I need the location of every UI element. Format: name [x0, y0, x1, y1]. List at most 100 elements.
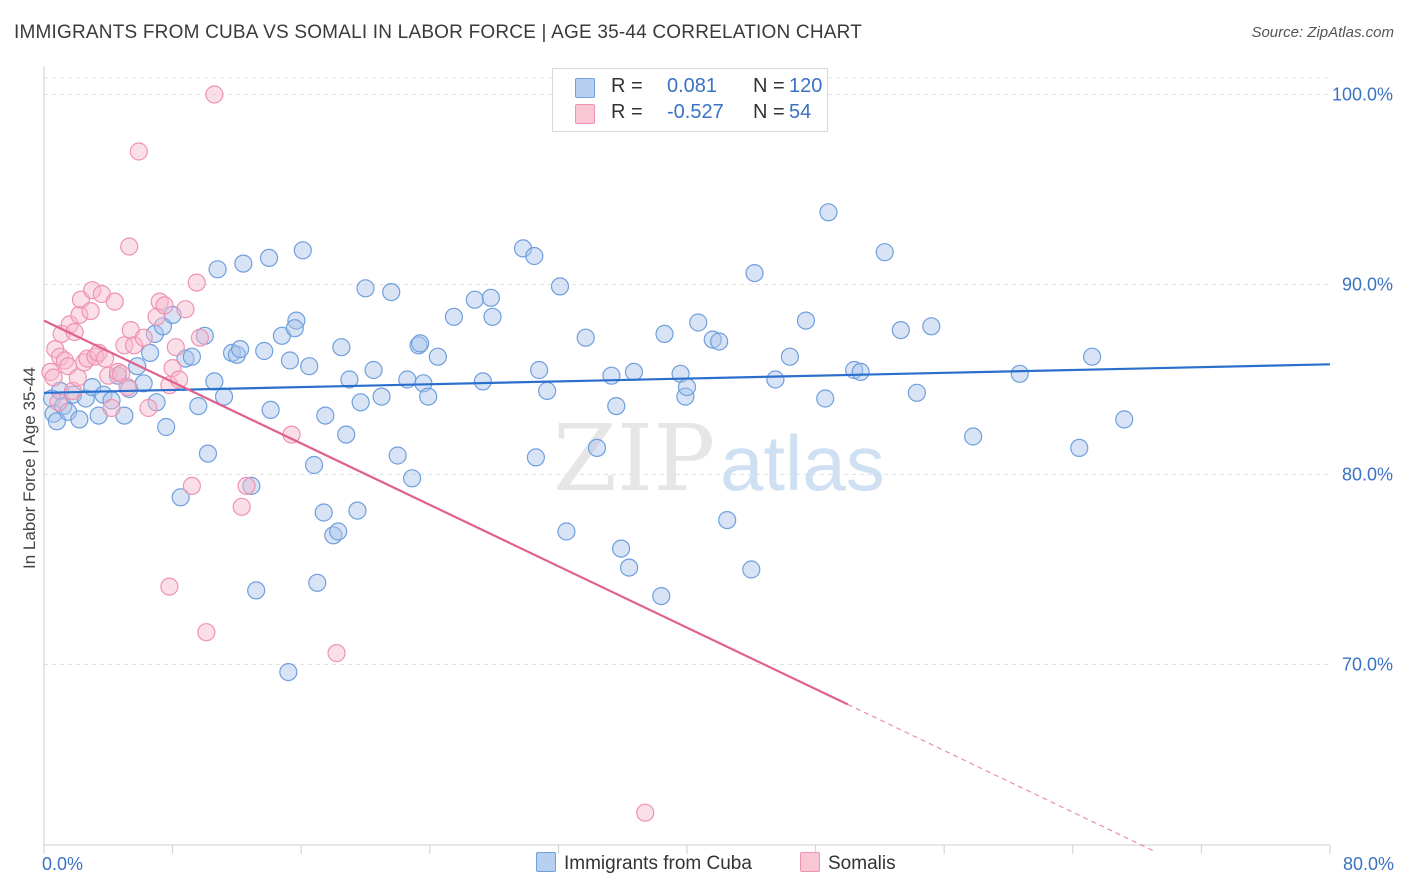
- cuba-point: [279, 662, 298, 682]
- chart-title: IMMIGRANTS FROM CUBA VS SOMALI IN LABOR …: [14, 22, 862, 43]
- legend-n-value: 120: [789, 75, 823, 97]
- cuba-point: [182, 347, 201, 366]
- cuba-point: [419, 387, 438, 406]
- somali-point: [166, 338, 185, 357]
- correlation-legend: R = 0.081 N = 120 R = -0.527 N = 54: [552, 68, 828, 132]
- somali-point: [120, 237, 139, 256]
- cuba-point: [255, 341, 274, 361]
- somali-point: [327, 643, 346, 663]
- cuba-point: [261, 400, 280, 419]
- cuba-point: [611, 539, 631, 558]
- cuba-trend-line: [43, 363, 1331, 394]
- x-tick-label-max: 80.0%: [1343, 854, 1394, 874]
- cuba-point: [550, 277, 570, 296]
- cuba-point: [607, 397, 626, 416]
- legend-label-somali: Somalis: [828, 853, 896, 874]
- cuba-point: [388, 446, 407, 465]
- somali-trend-extension: [847, 703, 1154, 852]
- cuba-point: [428, 347, 447, 366]
- y-tick-labels: 70.0% 80.0% 90.0% 100.0%: [1332, 85, 1393, 675]
- cuba-point: [689, 313, 708, 332]
- cuba-point: [247, 581, 266, 600]
- somali-point: [44, 368, 63, 387]
- cuba-point: [308, 573, 327, 592]
- cuba-point: [473, 372, 492, 391]
- cuba-point: [742, 560, 761, 579]
- somali-point: [41, 362, 60, 381]
- cuba-point: [677, 378, 697, 397]
- legend-swatch-somali: [800, 852, 820, 872]
- cuba-point: [205, 372, 224, 391]
- source-credit: Source: ZipAtlas.com: [1251, 24, 1394, 41]
- cuba-point: [285, 319, 304, 338]
- cuba-point: [171, 488, 190, 507]
- cuba-point: [703, 330, 722, 349]
- legend-r-label: R =: [611, 75, 643, 97]
- somali-point: [81, 302, 100, 321]
- cuba-point: [526, 448, 545, 467]
- cuba-point: [300, 357, 319, 376]
- cuba-point: [483, 307, 502, 326]
- somali-point: [155, 296, 174, 315]
- somali-point: [160, 577, 179, 596]
- cuba-point: [718, 510, 737, 530]
- cuba-point: [242, 476, 261, 495]
- cuba-point: [576, 328, 595, 347]
- bottom-legend-cuba: Immigrants from Cuba: [536, 852, 752, 876]
- somali-point: [636, 803, 655, 822]
- cuba-point: [525, 246, 544, 266]
- cuba-point: [134, 374, 153, 393]
- cuba-point: [356, 279, 375, 298]
- somali-point: [105, 292, 124, 311]
- cuba-point: [287, 311, 306, 330]
- cuba-point: [796, 311, 816, 330]
- cuba-point: [444, 307, 464, 326]
- cuba-point: [922, 317, 941, 336]
- cuba-point: [1082, 347, 1102, 366]
- y-tick-label: 80.0%: [1342, 465, 1393, 485]
- legend-swatch-somali: [575, 104, 595, 124]
- cuba-point: [766, 370, 785, 389]
- somali-point: [49, 393, 68, 412]
- cuba-point: [816, 389, 835, 408]
- cuba-point: [745, 264, 764, 283]
- bottom-legend-somali: Somalis: [800, 852, 896, 876]
- cuba-point: [140, 343, 160, 362]
- cuba-point: [348, 501, 367, 520]
- legend-n-value: 54: [789, 101, 812, 123]
- somali-point: [232, 497, 251, 516]
- cuba-point: [372, 387, 391, 406]
- cuba-point: [293, 241, 312, 260]
- somali-point: [163, 359, 182, 378]
- x-tick-label-min: 0.0%: [42, 854, 83, 874]
- cuba-point: [624, 362, 644, 381]
- somali-point: [197, 623, 216, 642]
- cuba-point: [382, 283, 401, 302]
- cuba-point: [602, 366, 621, 385]
- legend-r-value: 0.081: [667, 75, 718, 97]
- cuba-point: [332, 338, 351, 357]
- cuba-point: [710, 332, 729, 351]
- cuba-point: [157, 417, 176, 437]
- somali-point: [205, 85, 224, 104]
- cuba-point: [851, 362, 870, 381]
- somali-point: [108, 362, 128, 381]
- cuba-point: [819, 203, 838, 222]
- somali-point: [237, 476, 256, 495]
- somali-point: [129, 142, 148, 161]
- cuba-point: [676, 387, 695, 406]
- legend-n-label: N =: [753, 75, 785, 97]
- cuba-point: [907, 383, 926, 402]
- cuba-point: [1010, 364, 1029, 383]
- cuba-point: [351, 393, 370, 412]
- y-tick-label: 70.0%: [1342, 655, 1393, 675]
- legend-swatch-cuba: [536, 852, 556, 872]
- cuba-point: [208, 260, 227, 279]
- somali-point: [70, 305, 89, 324]
- y-tick-label: 90.0%: [1342, 275, 1393, 295]
- cuba-point: [198, 444, 218, 463]
- somali-point: [176, 300, 195, 319]
- cuba-point: [655, 324, 674, 343]
- trend-lines: [43, 319, 1331, 852]
